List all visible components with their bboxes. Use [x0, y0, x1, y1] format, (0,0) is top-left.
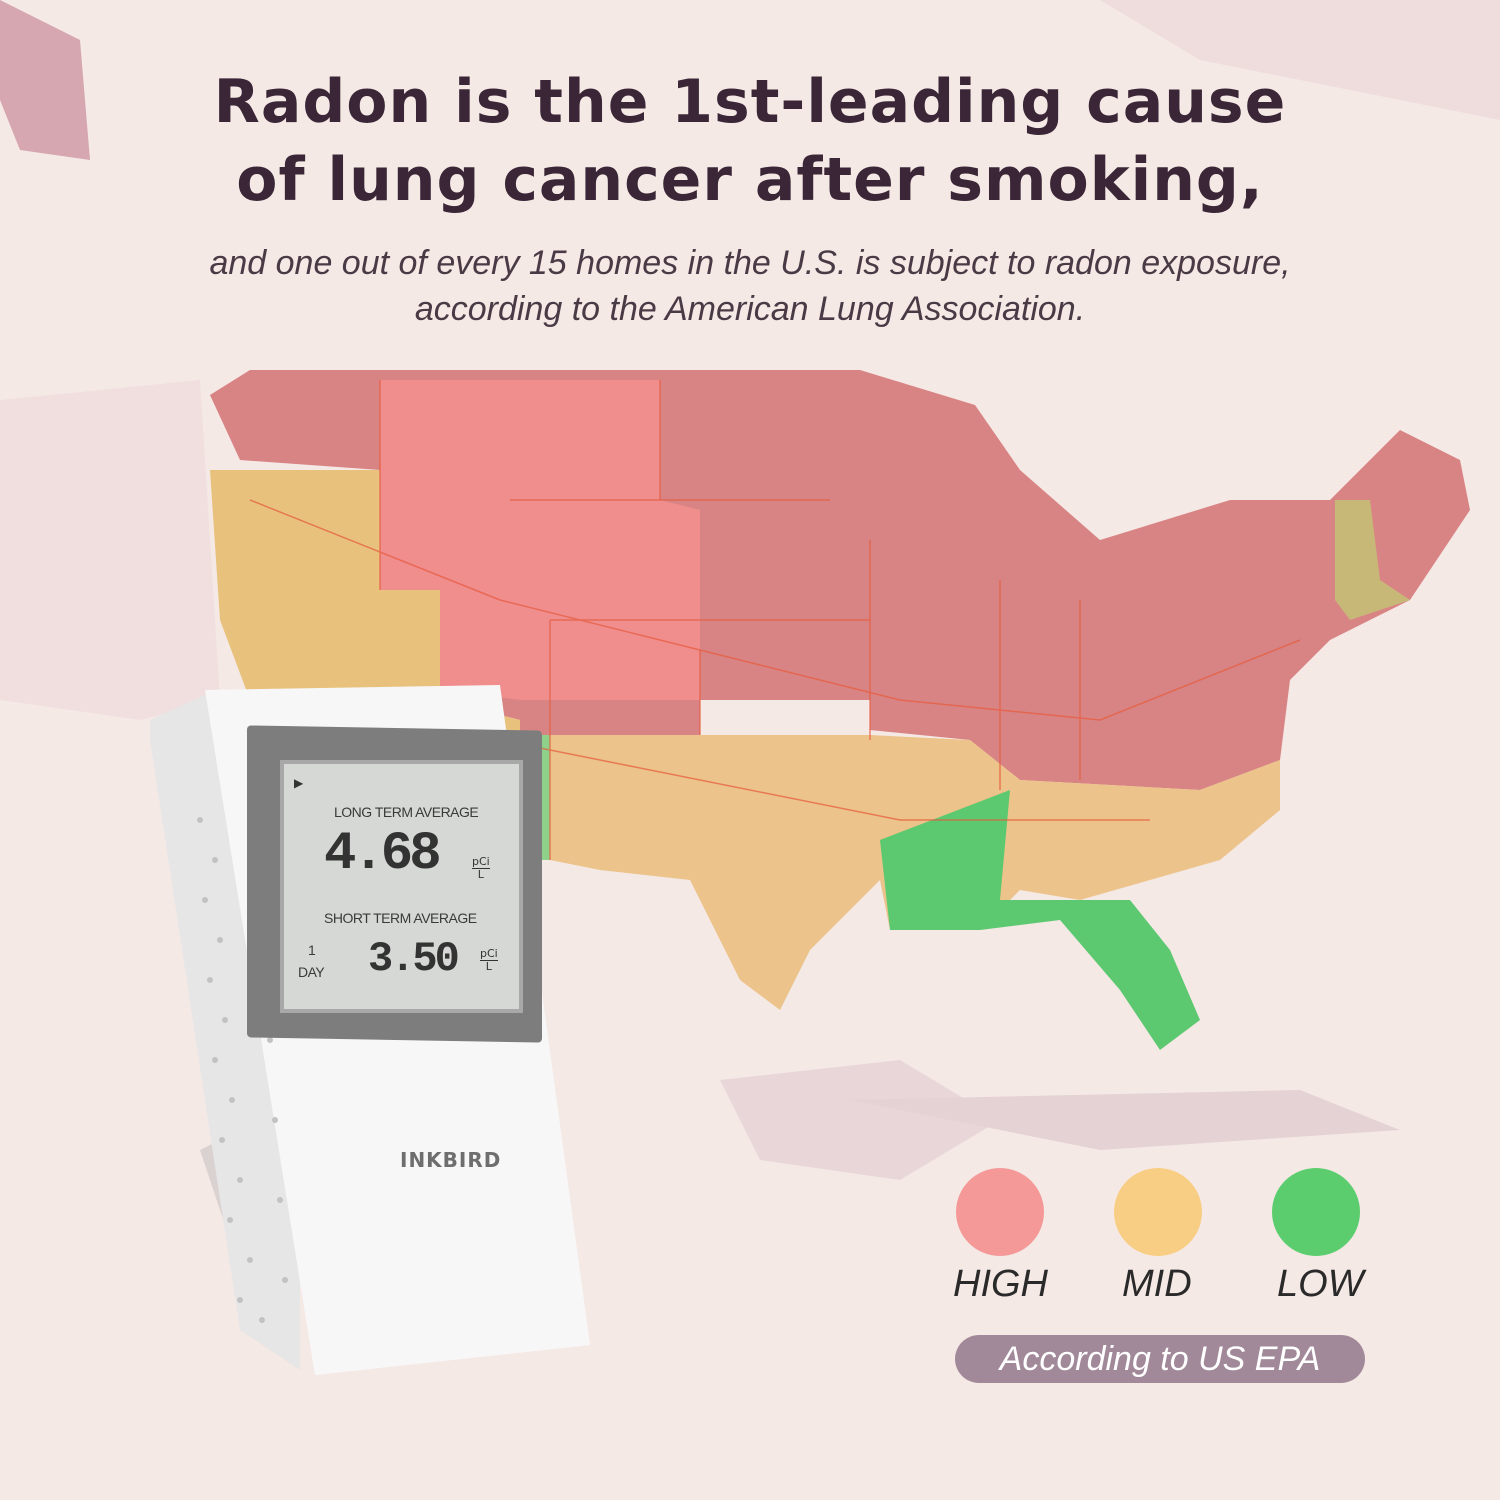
- headline-line-1: Radon is the 1st-leading cause: [213, 67, 1287, 137]
- long-term-value: 4.68: [324, 824, 442, 885]
- mid-zone-northeast: [1335, 500, 1410, 620]
- legend-swatch-low: [1272, 1168, 1360, 1256]
- long-term-unit: pCi L: [472, 855, 490, 881]
- play-indicator-icon: ▶: [294, 776, 304, 790]
- low-zone-south: [880, 790, 1200, 1050]
- us-radon-zone-map: [210, 370, 1470, 1050]
- source-badge: According to US EPA: [955, 1335, 1365, 1383]
- lcd-screen: ▶ LONG TERM AVERAGE 4.68 pCi L SHORT TERM…: [280, 760, 523, 1013]
- subheadline-line-2: according to the American Lung Associati…: [414, 290, 1086, 328]
- period-unit: DAY: [298, 964, 325, 980]
- period-number: 1: [308, 942, 316, 958]
- short-term-label: SHORT TERM AVERAGE: [324, 910, 477, 926]
- headline-line-2: of lung cancer after smoking,: [236, 145, 1264, 215]
- short-term-value: 3.50: [368, 935, 460, 983]
- long-term-label: LONG TERM AVERAGE: [334, 804, 479, 820]
- short-term-unit: pCi L: [480, 947, 498, 973]
- legend-label-low: LOW: [1277, 1263, 1364, 1305]
- brand-logo: INKBIRD: [400, 1148, 502, 1172]
- subheadline-line-1: and one out of every 15 homes in the U.S…: [209, 244, 1291, 282]
- legend-swatch-high: [956, 1168, 1044, 1256]
- legend-label-high: HIGH: [953, 1263, 1048, 1305]
- legend-swatch-mid: [1114, 1168, 1202, 1256]
- legend-label-mid: MID: [1122, 1263, 1192, 1305]
